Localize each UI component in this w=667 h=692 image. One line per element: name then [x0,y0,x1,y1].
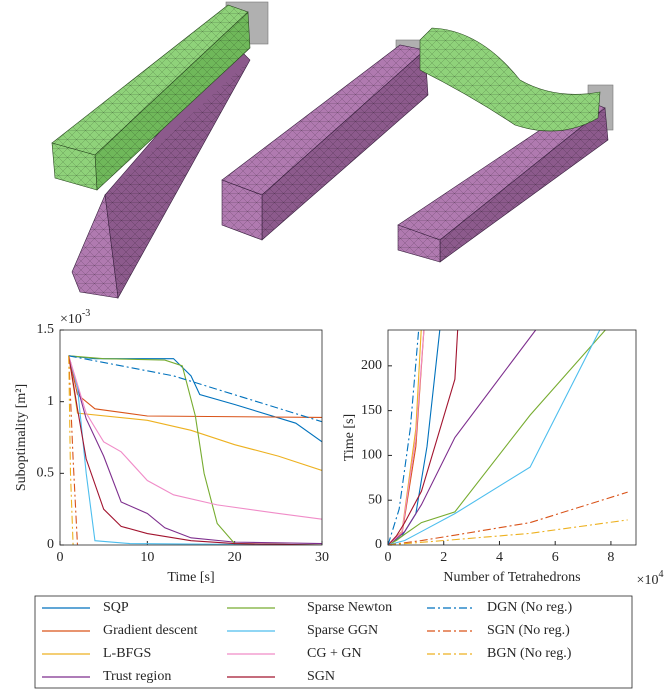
y-tick-label: 0 [47,537,54,552]
axes-box [59,329,323,546]
y-tick-label: 100 [361,448,382,463]
y-tick-label: 1 [47,394,54,409]
x-tick-label: 6 [552,550,559,565]
series-line [388,330,601,545]
y-tick-label: 150 [361,403,382,418]
multiplier-exponent: 4 [658,569,663,580]
series-line [68,355,79,545]
series-line [68,355,322,418]
legend-label: L-BFGS [103,646,151,661]
y-tick-label: 0.5 [37,466,55,481]
x-tick-label: 10 [140,550,154,565]
series-line [68,355,322,545]
series-line [388,330,537,545]
x-tick-label: 30 [315,550,329,565]
series-line [388,330,459,545]
series-line [68,355,322,545]
y-axis-label: Time [s] [342,414,357,461]
legend-label: SGN [307,669,335,684]
multiplier-exponent: -3 [82,308,90,319]
series-line [68,355,322,423]
series-line [68,355,322,545]
x-tick-label: 4 [496,550,503,565]
y-tick-label: 1.5 [37,322,55,337]
axes-box [387,329,637,546]
beam-illustration [51,1,614,299]
x-axis-label: Time [s] [167,570,214,585]
axis-multiplier: ×104 [637,569,664,588]
x-tick-label: 2 [440,550,447,565]
x-tick-label: 8 [607,550,614,565]
legend-label: DGN (No reg.) [487,600,572,615]
x-tick-label: 0 [385,550,392,565]
series-line [388,491,628,545]
plot-area [68,355,322,545]
series-line [68,355,322,443]
series-line [388,519,628,545]
x-tick-label: 0 [57,550,64,565]
y-tick-label: 200 [361,358,382,373]
plot-area [388,330,628,545]
legend-label: Trust region [103,669,171,684]
series-line [388,330,425,545]
legend-label: CG + GN [307,646,362,661]
multiplier-base: ×10 [637,573,659,588]
legend-label: Gradient descent [103,623,198,638]
series-line [388,330,425,545]
x-axis-label: Number of Tetrahedrons [443,570,580,585]
y-axis-label: Suboptimality [m²] [14,384,29,491]
series-line [68,355,74,545]
y-tick-label: 50 [368,492,382,507]
x-tick-label: 20 [228,550,242,565]
multiplier-base: ×10 [60,312,82,327]
series-line [68,355,322,545]
y-tick-label: 0 [375,537,382,552]
legend-label: SGN (No reg.) [487,623,570,638]
legend-label: SQP [103,600,129,615]
series-line [388,330,420,545]
series-line [68,355,322,471]
series-line [68,355,322,520]
legend-label: Sparse GGN [307,623,378,638]
legend-label: BGN (No reg.) [487,646,572,661]
legend-label: Sparse Newton [307,600,392,615]
legend-box [34,595,633,689]
axis-multiplier: ×10-3 [60,308,90,327]
series-line [388,330,606,545]
